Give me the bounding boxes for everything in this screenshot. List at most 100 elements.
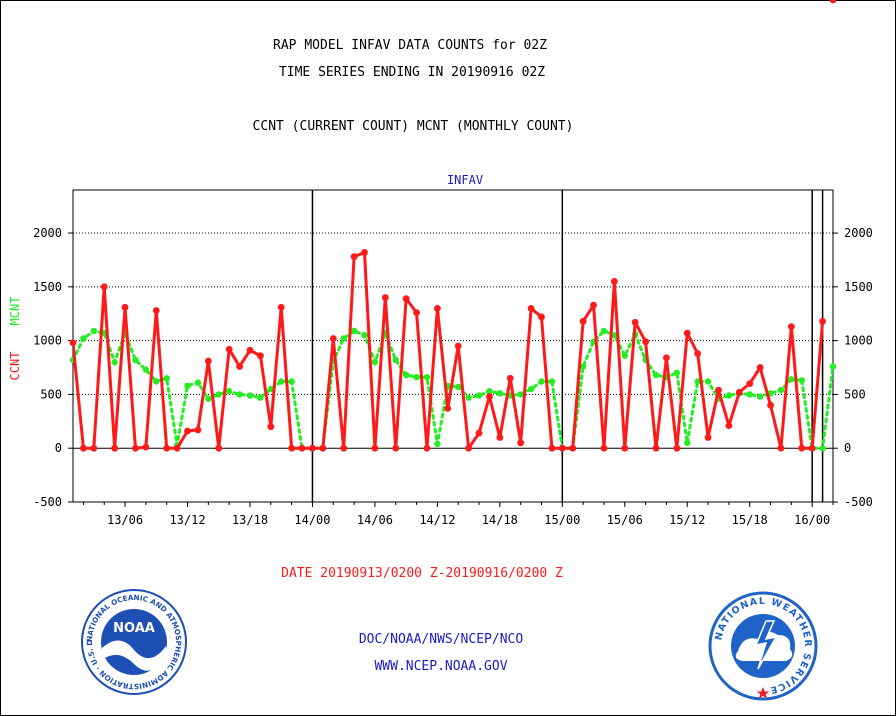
y-tick-label-right: 0 xyxy=(844,441,851,455)
chart-title: INFAV xyxy=(447,173,483,187)
y-tick-label-left: 1500 xyxy=(33,280,62,294)
ccnt-point xyxy=(371,444,379,452)
date-range-label: DATE 20190913/0200 Z-20190916/0200 Z xyxy=(281,566,563,581)
y-tick-label-right: 1500 xyxy=(844,280,873,294)
ccnt-point xyxy=(777,444,785,452)
ccnt-point xyxy=(475,429,483,437)
ccnt-point xyxy=(90,444,98,452)
mcnt-point xyxy=(798,377,805,384)
ccnt-point xyxy=(735,388,743,396)
ccnt-point xyxy=(569,444,577,452)
header-line-2: TIME SERIES ENDING IN 20190916 02Z xyxy=(278,65,546,80)
ccnt-point xyxy=(413,309,420,317)
ccnt-point xyxy=(100,283,108,291)
ccnt-point xyxy=(704,434,712,441)
mcnt-point xyxy=(652,371,660,379)
mcnt-point xyxy=(756,393,764,400)
y-tick-label-left: 500 xyxy=(40,387,62,401)
x-tick-label: 15/06 xyxy=(607,513,643,527)
ccnt-point xyxy=(819,317,826,325)
y-tick-label-right: 2000 xyxy=(844,226,873,240)
nws-logo: NATIONAL WEATHER SERVICE xyxy=(708,591,818,701)
mcnt-point xyxy=(725,392,733,399)
ccnt-point xyxy=(454,342,462,350)
ccnt-point xyxy=(756,364,764,371)
ccnt-point xyxy=(361,249,368,256)
ccnt-point xyxy=(579,317,587,325)
ccnt-point xyxy=(486,393,493,400)
mcnt-point xyxy=(215,391,222,398)
mcnt-point xyxy=(600,327,608,335)
ccnt-point xyxy=(184,427,191,435)
ccnt-point xyxy=(444,405,452,412)
ccnt-point xyxy=(121,303,129,311)
mcnt-point xyxy=(350,327,358,335)
ccnt-point xyxy=(402,295,410,303)
mcnt-point xyxy=(548,378,556,385)
ccnt-point xyxy=(69,339,77,347)
mcnt-point xyxy=(278,378,285,385)
ccnt-point xyxy=(631,318,639,326)
ccnt-point xyxy=(590,301,597,309)
ccnt-point xyxy=(725,422,733,430)
ccnt-point xyxy=(715,386,722,394)
ccnt-point xyxy=(621,444,629,452)
ccnt-point xyxy=(194,426,202,434)
x-tick-label: 15/18 xyxy=(732,513,768,527)
y-axis-label-ccnt: CCNT xyxy=(8,352,22,381)
mcnt-point xyxy=(246,392,254,399)
mcnt-point xyxy=(288,378,295,385)
mcnt-point xyxy=(267,385,275,393)
y-tick-label-right: -500 xyxy=(844,495,873,509)
ccnt-point xyxy=(673,444,681,452)
mcnt-point xyxy=(153,378,160,385)
ccnt-point xyxy=(225,345,233,353)
mcnt-point xyxy=(704,378,712,385)
x-tick-label: 13/18 xyxy=(232,513,268,527)
mcnt-point xyxy=(413,374,420,381)
mcnt-point xyxy=(611,332,618,339)
ccnt-point xyxy=(798,444,806,452)
x-tick-label: 14/06 xyxy=(357,513,393,527)
y-tick-label-right: 1000 xyxy=(844,334,873,348)
ccnt-point xyxy=(829,0,837,4)
ccnt-point xyxy=(267,423,275,431)
mcnt-point xyxy=(496,390,504,397)
ccnt-point xyxy=(111,444,119,452)
mcnt-point xyxy=(392,356,399,364)
ccnt-point xyxy=(163,444,171,452)
mcnt-point xyxy=(465,394,472,401)
ccnt-point xyxy=(152,307,160,314)
mcnt-point xyxy=(132,356,139,364)
mcnt-point xyxy=(205,395,212,402)
ccnt-point xyxy=(340,444,348,452)
series-ccnt-line xyxy=(73,250,825,450)
ccnt-point xyxy=(558,444,566,452)
mcnt-point xyxy=(371,358,379,366)
mcnt-point xyxy=(694,378,701,385)
ccnt-point xyxy=(173,444,181,452)
mcnt-point xyxy=(579,363,587,370)
mcnt-point xyxy=(163,375,170,382)
ccnt-point xyxy=(652,444,660,452)
website-link[interactable]: WWW.NCEP.NOAA.GOV xyxy=(374,659,508,674)
mcnt-point xyxy=(746,391,753,398)
mcnt-point xyxy=(673,369,681,377)
mcnt-point xyxy=(257,394,264,401)
x-tick-label: 14/18 xyxy=(482,513,518,527)
y-tick-label-left: 0 xyxy=(55,441,62,455)
mcnt-point xyxy=(527,385,535,393)
y-tick-label-left: 2000 xyxy=(33,226,62,240)
mcnt-point xyxy=(455,383,462,391)
ccnt-point xyxy=(381,294,389,301)
ccnt-point xyxy=(80,444,87,452)
mcnt-point xyxy=(434,440,441,448)
ccnt-point xyxy=(548,444,556,452)
ccnt-point xyxy=(246,346,254,354)
mcnt-point xyxy=(194,379,202,386)
ccnt-point xyxy=(517,439,525,447)
x-tick-label: 14/12 xyxy=(419,513,455,527)
mcnt-point xyxy=(423,374,431,381)
mcnt-point xyxy=(361,332,368,339)
ccnt-point xyxy=(787,323,795,331)
